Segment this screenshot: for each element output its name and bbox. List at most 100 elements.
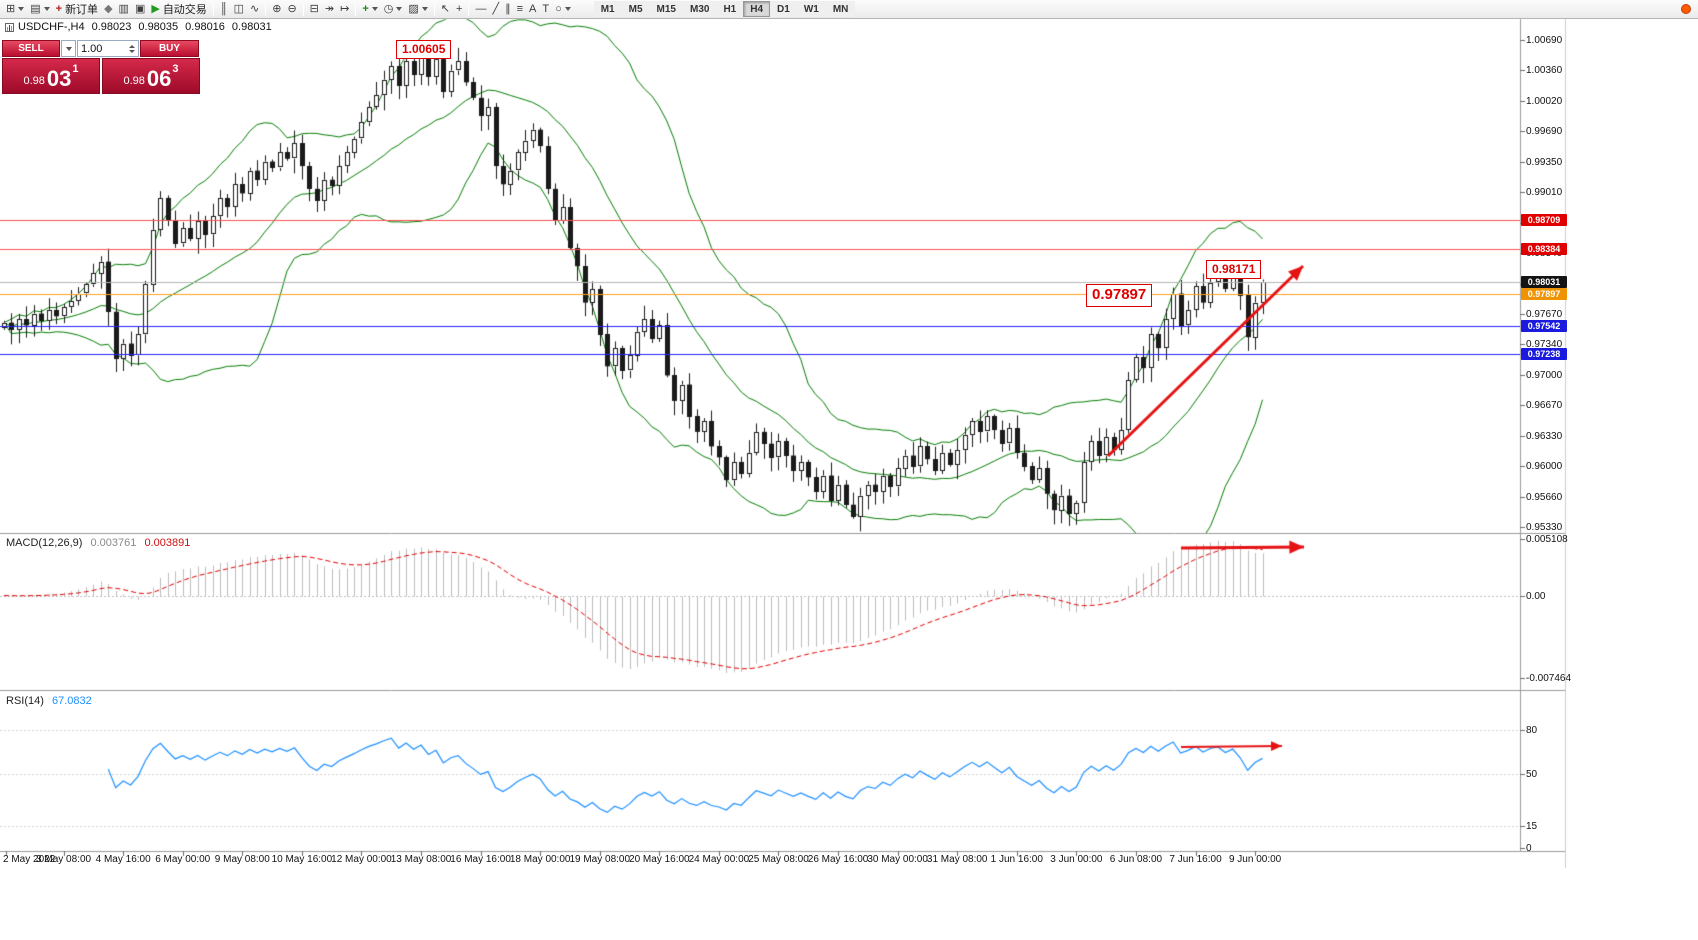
crosshair-button[interactable]: + — [453, 1, 465, 18]
timeframe-m30[interactable]: M30 — [682, 1, 717, 17]
zoom-out-button[interactable]: ⊖ — [284, 1, 299, 18]
toolbar-separator — [468, 2, 470, 16]
timeframe-d1[interactable]: D1 — [770, 1, 797, 17]
crosshair-icon: + — [456, 2, 463, 15]
x-axis-label: 10 May 16:00 — [271, 854, 333, 865]
x-axis-label: 19 May 08:00 — [569, 854, 631, 865]
toolbar-button-label: 新订单 — [65, 4, 99, 16]
timeframe-w1[interactable]: W1 — [796, 1, 826, 17]
shapes-icon: ○ — [555, 2, 562, 15]
x-axis-label: 26 May 16:00 — [807, 854, 869, 865]
chart-icon — [5, 22, 14, 32]
toolbar-separator — [433, 2, 435, 16]
timeframe-bar: M1 M5 M15 M30 H1 H4 D1 W1 MN — [593, 1, 856, 17]
metaeditor-button[interactable]: ◆ — [101, 1, 115, 18]
text-button[interactable]: A — [526, 1, 539, 18]
macd-signal-value: 0.003891 — [144, 537, 191, 549]
toolbar-icons: ⊞ ▤ + 新订单 ◆ ▥ ▣ ▶ 自动交易 ║ ◫ ∿ ⊕ ⊖ ⊟ ↠ ↦ + ◷ ▨ ↖ + ― ╱ ∥ ≡ A T ○ — [3, 0, 574, 18]
templates-button[interactable]: ▨ — [405, 1, 430, 18]
horizontal-line-button[interactable]: ― — [472, 1, 489, 18]
indicators-button[interactable]: + — [359, 1, 380, 18]
chart-shift-icon: ↦ — [340, 2, 350, 15]
zoom-in-button[interactable]: ⊕ — [269, 1, 284, 18]
sell-price-sup: 1 — [72, 63, 79, 75]
x-axis-label: 6 May 00:00 — [155, 854, 211, 865]
x-axis-label: 31 May 08:00 — [926, 854, 988, 865]
tile-windows-button[interactable]: ⊟ — [307, 1, 322, 18]
trendline-button[interactable]: ╱ — [489, 1, 502, 18]
equidistant-channel-button[interactable]: ∥ — [502, 1, 514, 18]
volume-preset-dropdown[interactable] — [61, 40, 76, 57]
sell-price[interactable]: 0.98 03 1 — [2, 58, 100, 94]
buy-price-big: 06 — [146, 66, 172, 91]
x-axis-label: 3 May 08:00 — [36, 854, 92, 865]
candlestick-chart-button[interactable]: ◫ — [231, 1, 247, 18]
spinner-down-icon[interactable] — [129, 49, 135, 53]
x-axis-label: 30 May 00:00 — [867, 854, 928, 865]
periods-button[interactable]: ◷ — [381, 1, 406, 18]
time-axis: 2 May 2022 3 May 08:00 4 May 16:00 6 May 00… — [0, 854, 1566, 868]
toolbar-separator — [355, 2, 357, 16]
ohlc-low: 0.98016 — [185, 21, 225, 33]
bar-chart-button[interactable]: ║ — [217, 1, 231, 18]
timeframe-h1[interactable]: H1 — [716, 1, 744, 17]
sell-button[interactable]: SELL — [2, 40, 60, 57]
chevron-down-icon — [371, 7, 378, 11]
x-axis-label: 2 May 2022 — [3, 854, 56, 865]
timeframe-mn[interactable]: MN — [825, 1, 856, 17]
chart-shift-button[interactable]: ↦ — [337, 1, 352, 18]
chevron-down-icon — [396, 7, 403, 11]
timeframe-m1[interactable]: M1 — [593, 1, 622, 17]
zoom-out-icon: ⊖ — [287, 2, 297, 15]
tile-windows-icon: ⊟ — [309, 2, 319, 15]
sell-price-big: 03 — [46, 66, 72, 91]
fibonacci-button[interactable]: ≡ — [514, 1, 526, 18]
bar-chart-icon: ║ — [219, 2, 228, 15]
x-axis-label: 7 Jun 16:00 — [1169, 854, 1222, 865]
x-axis-label: 24 May 00:00 — [688, 854, 750, 865]
buy-price[interactable]: 0.98 06 3 — [102, 58, 200, 94]
spinner-up-icon[interactable] — [129, 44, 135, 48]
x-axis-label: 1 Jun 16:00 — [990, 854, 1043, 865]
x-axis-label: 6 Jun 08:00 — [1109, 854, 1163, 865]
symbol-header: USDCHF-,H4 0.98023 0.98035 0.98016 0.980… — [5, 21, 279, 33]
sell-price-prefix: 0.98 — [23, 75, 45, 87]
x-axis-label: 3 Jun 00:00 — [1050, 854, 1103, 865]
toolbar-button-label: 自动交易 — [162, 4, 207, 16]
autotrading-button[interactable]: ▶ 自动交易 — [148, 1, 209, 18]
volume-spinner[interactable] — [129, 44, 135, 53]
timeframe-m15[interactable]: M15 — [649, 1, 683, 17]
profiles-button[interactable]: ▤ — [27, 1, 52, 18]
line-chart-button[interactable]: ∿ — [247, 1, 262, 18]
auto-scroll-button[interactable]: ↠ — [322, 1, 337, 18]
horizontal-line-icon: ― — [475, 2, 487, 15]
toolbar-separator — [212, 2, 214, 16]
chevron-down-icon — [65, 46, 72, 51]
x-axis-label: 18 May 00:00 — [509, 854, 571, 865]
zoom-in-icon: ⊕ — [272, 2, 282, 15]
ohlc-high: 0.98035 — [138, 21, 179, 33]
label-button[interactable]: T — [539, 1, 552, 18]
x-axis-label: 4 May 16:00 — [95, 854, 151, 865]
x-axis-label: 16 May 16:00 — [450, 854, 511, 865]
x-axis-label: 12 May 00:00 — [331, 854, 392, 865]
buy-price-sup: 3 — [172, 63, 179, 75]
timeframe-m5[interactable]: M5 — [621, 1, 650, 17]
toolbar-separator — [302, 2, 304, 16]
market-watch-button[interactable]: ▥ — [116, 1, 132, 18]
buy-button[interactable]: BUY — [140, 40, 199, 57]
chevron-down-icon — [564, 7, 571, 11]
shapes-button[interactable]: ○ — [552, 1, 574, 18]
new-order-button[interactable]: + 新订单 — [53, 1, 101, 18]
periods-icon: ◷ — [383, 2, 394, 15]
cursor-button[interactable]: ↖ — [438, 1, 453, 18]
fibonacci-icon: ≡ — [516, 2, 523, 15]
volume-stepper[interactable]: 1.00 — [77, 40, 139, 57]
x-axis-label: 20 May 16:00 — [629, 854, 690, 865]
connection-status-icon — [1681, 4, 1691, 14]
navigator-button[interactable]: ▣ — [132, 1, 148, 18]
macd-label: MACD(12,26,9) 0.003761 0.003891 — [6, 537, 190, 549]
new-chart-button[interactable]: ⊞ — [3, 1, 27, 18]
timeframe-h4[interactable]: H4 — [743, 1, 771, 17]
